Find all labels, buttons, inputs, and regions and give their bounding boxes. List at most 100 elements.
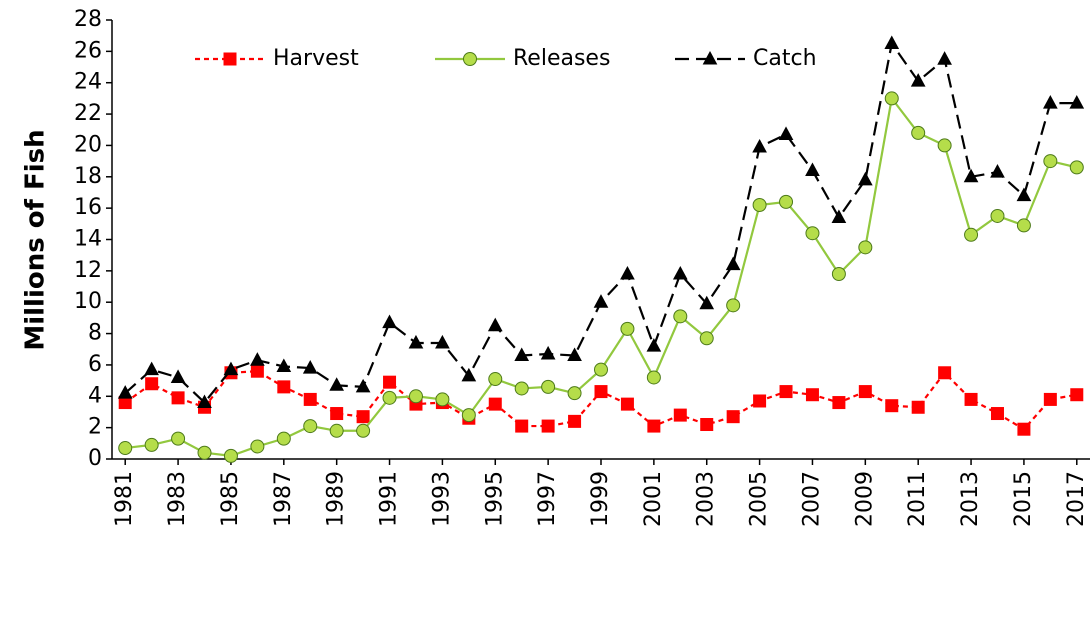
marker — [541, 379, 556, 394]
marker — [672, 265, 688, 280]
marker — [144, 437, 159, 452]
marker — [646, 338, 662, 352]
legend-label: Releases — [513, 46, 610, 71]
x-tick-label: 2003 — [694, 471, 719, 527]
y-tick-label: 0 — [88, 446, 102, 471]
marker — [330, 407, 344, 421]
marker — [171, 391, 185, 405]
marker — [223, 361, 239, 376]
marker — [620, 265, 635, 280]
marker — [858, 240, 873, 255]
marker — [276, 358, 292, 372]
marker — [620, 321, 635, 336]
x-tick-label: 1999 — [588, 471, 613, 527]
y-tick-label: 2 — [88, 415, 102, 440]
legend-label: Catch — [753, 46, 817, 71]
marker — [1017, 422, 1031, 436]
marker — [699, 295, 715, 310]
marker — [726, 298, 741, 313]
y-tick-label: 10 — [74, 289, 102, 314]
marker — [885, 399, 899, 413]
marker — [329, 377, 345, 391]
marker — [937, 138, 952, 153]
x-tick-label: 2015 — [1011, 471, 1036, 527]
y-tick-label: 6 — [88, 352, 102, 377]
legend-marker — [702, 50, 718, 65]
marker — [383, 375, 397, 389]
marker — [1043, 154, 1058, 169]
marker — [1070, 388, 1084, 402]
marker — [805, 388, 819, 402]
marker — [355, 378, 371, 393]
marker — [540, 345, 556, 360]
y-tick-label: 22 — [74, 101, 102, 126]
marker — [673, 309, 688, 324]
marker — [831, 209, 847, 224]
marker — [778, 126, 794, 140]
marker — [964, 227, 979, 242]
marker — [858, 385, 872, 399]
marker — [779, 194, 794, 209]
marker — [435, 392, 450, 407]
marker — [171, 431, 186, 446]
marker — [250, 352, 265, 366]
marker — [726, 410, 740, 424]
marker — [461, 367, 477, 382]
marker — [1043, 392, 1057, 406]
marker — [884, 91, 899, 106]
marker — [487, 317, 503, 332]
x-tick-label: 2011 — [905, 471, 930, 527]
marker — [356, 410, 370, 424]
marker — [938, 366, 952, 380]
marker — [700, 418, 714, 432]
marker — [302, 360, 318, 374]
y-tick-label: 28 — [74, 7, 102, 32]
marker — [145, 377, 159, 391]
x-tick-label: 1983 — [165, 471, 190, 527]
marker — [752, 138, 767, 153]
y-tick-label: 4 — [88, 383, 102, 408]
y-tick-label: 26 — [74, 38, 102, 63]
marker — [408, 334, 424, 349]
y-tick-label: 24 — [74, 70, 102, 95]
marker — [197, 394, 212, 409]
y-tick-label: 8 — [88, 321, 102, 346]
series-line — [124, 370, 1077, 431]
marker — [647, 419, 661, 433]
marker — [117, 385, 133, 399]
x-tick-label: 1993 — [429, 471, 454, 527]
marker — [276, 431, 291, 446]
marker — [170, 369, 186, 383]
marker — [250, 364, 264, 378]
y-tick-label: 16 — [74, 195, 102, 220]
x-tick-label: 1989 — [324, 471, 349, 527]
marker — [594, 385, 608, 399]
x-tick-label: 1995 — [482, 471, 507, 527]
marker — [646, 370, 661, 385]
y-tick-label: 14 — [74, 227, 102, 252]
y-tick-label: 12 — [74, 258, 102, 283]
marker — [514, 347, 530, 362]
marker — [779, 385, 793, 399]
marker — [699, 331, 714, 346]
x-tick-label: 1991 — [377, 471, 402, 527]
marker — [382, 390, 397, 405]
marker — [857, 171, 873, 186]
marker — [488, 372, 503, 387]
marker — [593, 294, 609, 308]
x-tick-label: 1987 — [271, 471, 296, 527]
marker — [303, 392, 317, 406]
marker — [303, 419, 318, 434]
legend-marker — [463, 52, 477, 66]
marker — [620, 397, 634, 411]
marker — [568, 414, 582, 428]
y-tick-label: 18 — [74, 164, 102, 189]
marker — [223, 448, 238, 463]
marker — [832, 396, 846, 410]
marker — [514, 381, 529, 396]
marker — [488, 397, 502, 411]
marker — [1069, 95, 1085, 109]
x-tick-label: 2013 — [958, 471, 983, 527]
series-line — [125, 95, 1078, 457]
series-line — [124, 40, 1077, 405]
